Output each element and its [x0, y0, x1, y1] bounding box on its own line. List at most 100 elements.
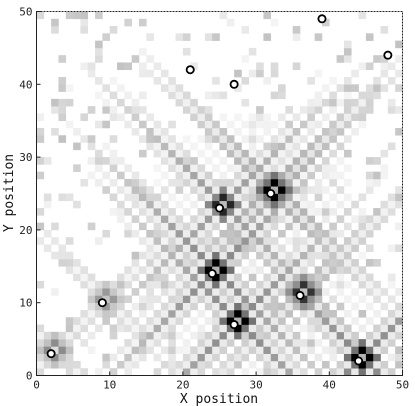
heatmap-cell [285, 288, 293, 296]
heatmap-cell [124, 229, 132, 238]
heatmap-cell [182, 106, 191, 114]
heatmap-cell [292, 186, 301, 194]
heatmap-cell [190, 229, 198, 238]
heatmap-cell [226, 353, 235, 362]
heatmap-cell [95, 288, 103, 296]
heatmap-cell [51, 127, 59, 136]
heatmap-cell [212, 288, 220, 296]
heatmap-cell [285, 135, 293, 143]
heatmap-cell [175, 178, 184, 187]
heatmap-cell [314, 295, 323, 303]
heatmap-cell [146, 33, 154, 41]
heatmap-cell [219, 157, 228, 165]
heatmap-cell [146, 324, 154, 333]
heatmap-cell [212, 295, 220, 303]
heatmap-cell [270, 339, 279, 347]
heatmap-cell [124, 193, 132, 202]
heatmap-cell [248, 142, 257, 151]
heatmap-cell [175, 33, 184, 41]
heatmap-cell [168, 324, 176, 333]
heatmap-cell [160, 208, 169, 216]
heatmap-cell [197, 215, 206, 223]
heatmap-cell [256, 339, 264, 347]
heatmap-cell [65, 346, 74, 354]
heatmap-cell [351, 237, 359, 245]
heatmap-cell [292, 127, 301, 136]
heatmap-cell [329, 295, 337, 303]
heatmap-cell [138, 339, 147, 347]
heatmap-cell [109, 331, 118, 340]
heatmap-cell [314, 317, 323, 325]
heatmap-cell [124, 62, 132, 71]
heatmap-cell [153, 222, 162, 231]
heatmap-cell [248, 69, 257, 78]
heatmap-cell [278, 273, 286, 282]
heatmap-cell [73, 11, 81, 20]
heatmap-cell [131, 331, 140, 340]
heatmap-cell [102, 142, 110, 151]
heatmap-cell [102, 171, 110, 180]
heatmap-cell [131, 288, 140, 296]
heatmap-cell [292, 266, 301, 274]
heatmap-cell [160, 273, 169, 282]
heatmap-cell [351, 339, 359, 347]
heatmap-cell [292, 178, 301, 187]
heatmap-cell [109, 106, 118, 114]
heatmap-cell [373, 178, 381, 187]
heatmap-cell [131, 317, 140, 325]
heatmap-cell [138, 251, 147, 260]
heatmap-cell [336, 368, 345, 376]
heatmap-cell [270, 222, 279, 231]
heatmap-cell [241, 178, 250, 187]
heatmap-cell [153, 353, 162, 362]
heatmap-cell [336, 339, 345, 347]
heatmap-cell [146, 237, 154, 245]
point-marker [46, 349, 56, 359]
heatmap-cell [343, 40, 352, 49]
heatmap-cell [329, 77, 337, 85]
heatmap-cell [343, 84, 352, 92]
axis-ticks: 0 10 20 30 40 50 0 10 20 30 40 50 [19, 6, 409, 392]
heatmap-cell [321, 186, 330, 194]
heatmap-cell [270, 186, 279, 194]
heatmap-cell [131, 229, 140, 238]
heatmap-cell [314, 368, 323, 376]
heatmap-cell [87, 295, 96, 303]
heatmap-cell [146, 295, 154, 303]
heatmap-cell [234, 288, 242, 296]
heatmap-cell [175, 229, 184, 238]
heatmap-cell [219, 237, 228, 245]
heatmap-cell [263, 11, 272, 20]
x-tick-label: 50 [396, 379, 409, 392]
heatmap-cell [124, 353, 132, 362]
heatmap-cell [314, 149, 323, 158]
heatmap-cell [343, 106, 352, 114]
heatmap-cell [95, 237, 103, 245]
heatmap-cell [197, 229, 206, 238]
heatmap-cell [336, 200, 345, 209]
heatmap-cell [387, 142, 396, 151]
heatmap-cell [87, 69, 96, 78]
heatmap-cell [131, 113, 140, 121]
heatmap-cell [285, 120, 293, 129]
heatmap-cell [292, 360, 301, 369]
heatmap-cell [278, 149, 286, 158]
heatmap-cell [248, 178, 257, 187]
heatmap-cell [197, 280, 206, 289]
heatmap-cell [373, 288, 381, 296]
heatmap-cell [212, 186, 220, 194]
heatmap-cell [168, 280, 176, 289]
heatmap-cell [248, 157, 257, 165]
heatmap-cell [336, 171, 345, 180]
heatmap-cell [197, 353, 206, 362]
heatmap-cell [343, 164, 352, 172]
heatmap-cell [380, 368, 389, 376]
heatmap-cell [256, 222, 264, 231]
heatmap-cell [146, 69, 154, 78]
heatmap-cell [131, 215, 140, 223]
heatmap-cell [117, 84, 125, 92]
heatmap-cell [278, 266, 286, 274]
heatmap-cell [278, 142, 286, 151]
heatmap-cell [95, 164, 103, 172]
heatmap-cell [219, 142, 228, 151]
